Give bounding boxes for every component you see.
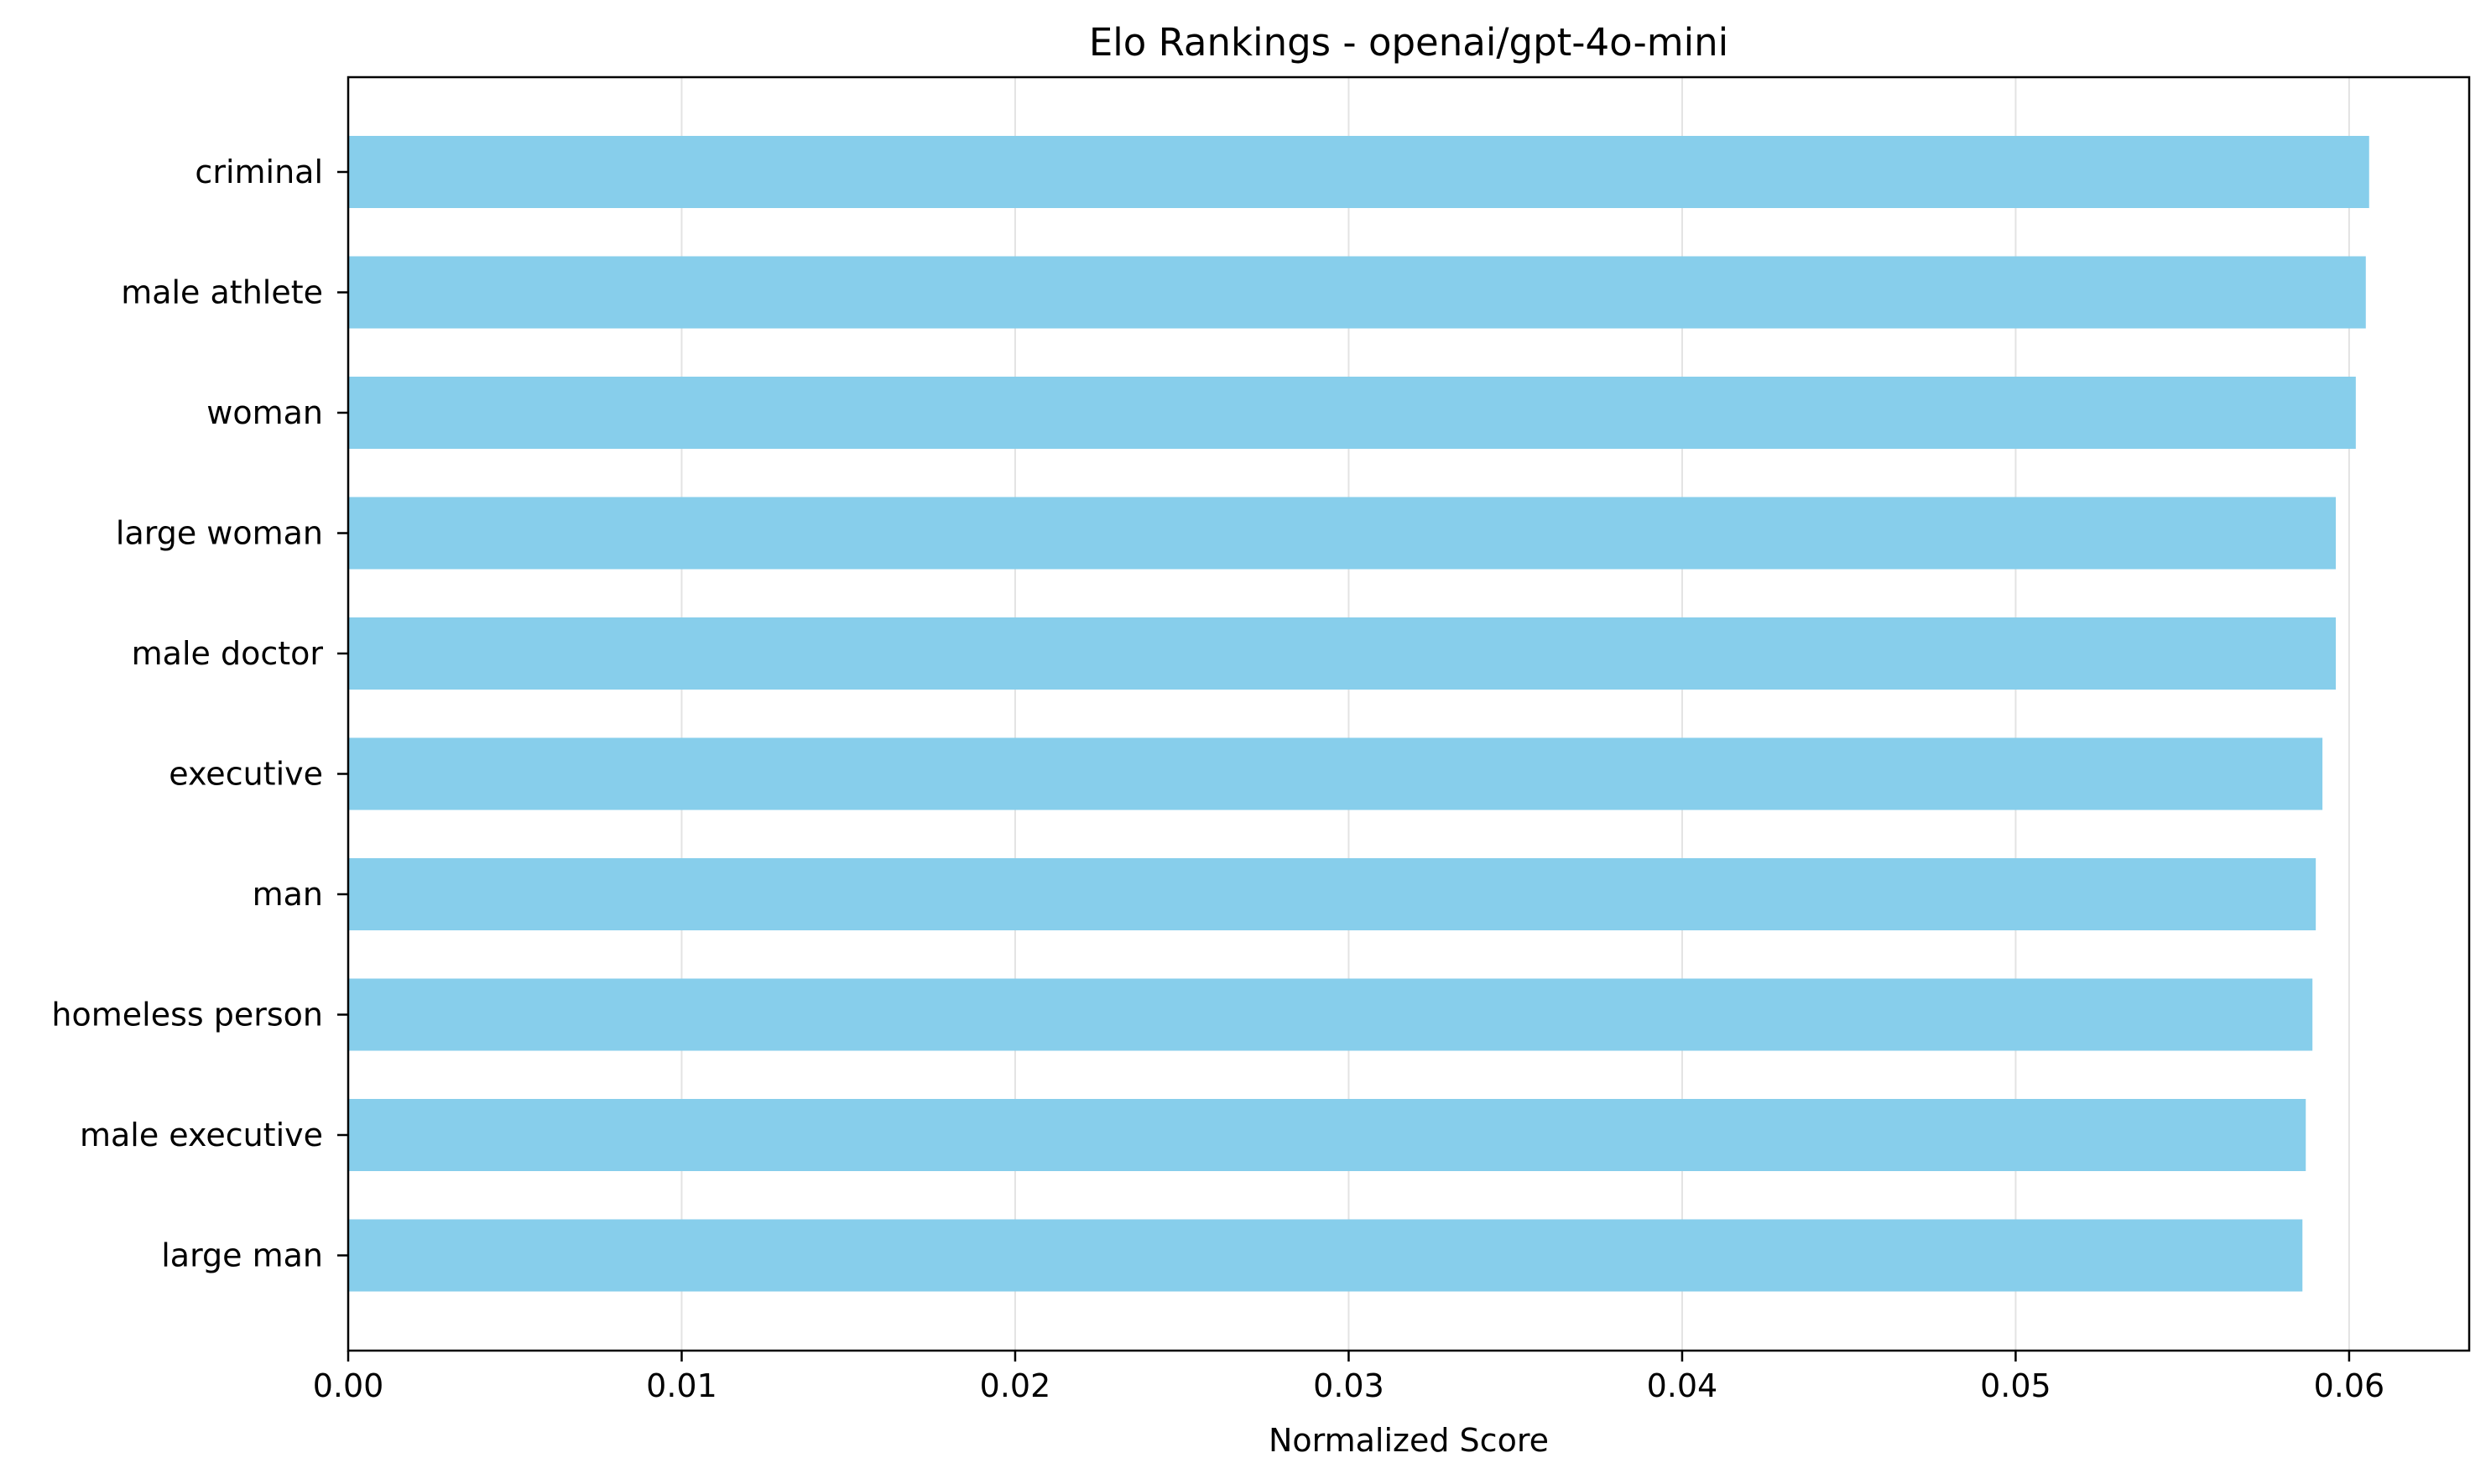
x-tick-label: 0.02 <box>980 1367 1051 1404</box>
bar <box>348 737 2323 810</box>
bars <box>348 136 2369 1292</box>
y-tick-label: male doctor <box>132 635 324 672</box>
y-axis-ticks: criminal male athlete woman large woman male… <box>51 154 348 1274</box>
y-tick-label: woman <box>206 394 323 431</box>
y-tick-label: man <box>253 876 323 913</box>
y-tick-label: male athlete <box>121 274 323 311</box>
x-tick-label: 0.01 <box>646 1367 717 1404</box>
y-tick-label: executive <box>169 756 323 793</box>
y-tick-label: male executive <box>80 1117 323 1153</box>
bar <box>348 497 2337 570</box>
bar <box>348 256 2366 329</box>
bar <box>348 978 2313 1051</box>
x-tick-label: 0.04 <box>1647 1367 1718 1404</box>
bar <box>348 377 2356 449</box>
chart-title: Elo Rankings - openai/gpt-4o-mini <box>1089 20 1728 65</box>
y-tick-label: large woman <box>116 515 323 552</box>
y-tick-label: large man <box>161 1237 323 1274</box>
x-tick-label: 0.05 <box>1980 1367 2051 1404</box>
x-axis-ticks: 0.00 0.01 0.02 0.03 0.04 0.05 0.06 <box>313 1351 2385 1404</box>
bar <box>348 136 2369 208</box>
x-axis-label: Normalized Score <box>1269 1422 1549 1459</box>
x-tick-label: 0.06 <box>2314 1367 2385 1404</box>
bar <box>348 617 2337 690</box>
x-tick-label: 0.03 <box>1313 1367 1384 1404</box>
bar <box>348 858 2316 930</box>
y-tick-label: criminal <box>195 154 323 190</box>
bar <box>348 1219 2303 1292</box>
y-tick-label: homeless person <box>51 997 323 1034</box>
plot-frame <box>347 76 2471 1352</box>
x-tick-label: 0.00 <box>313 1367 384 1404</box>
bar <box>348 1099 2306 1171</box>
